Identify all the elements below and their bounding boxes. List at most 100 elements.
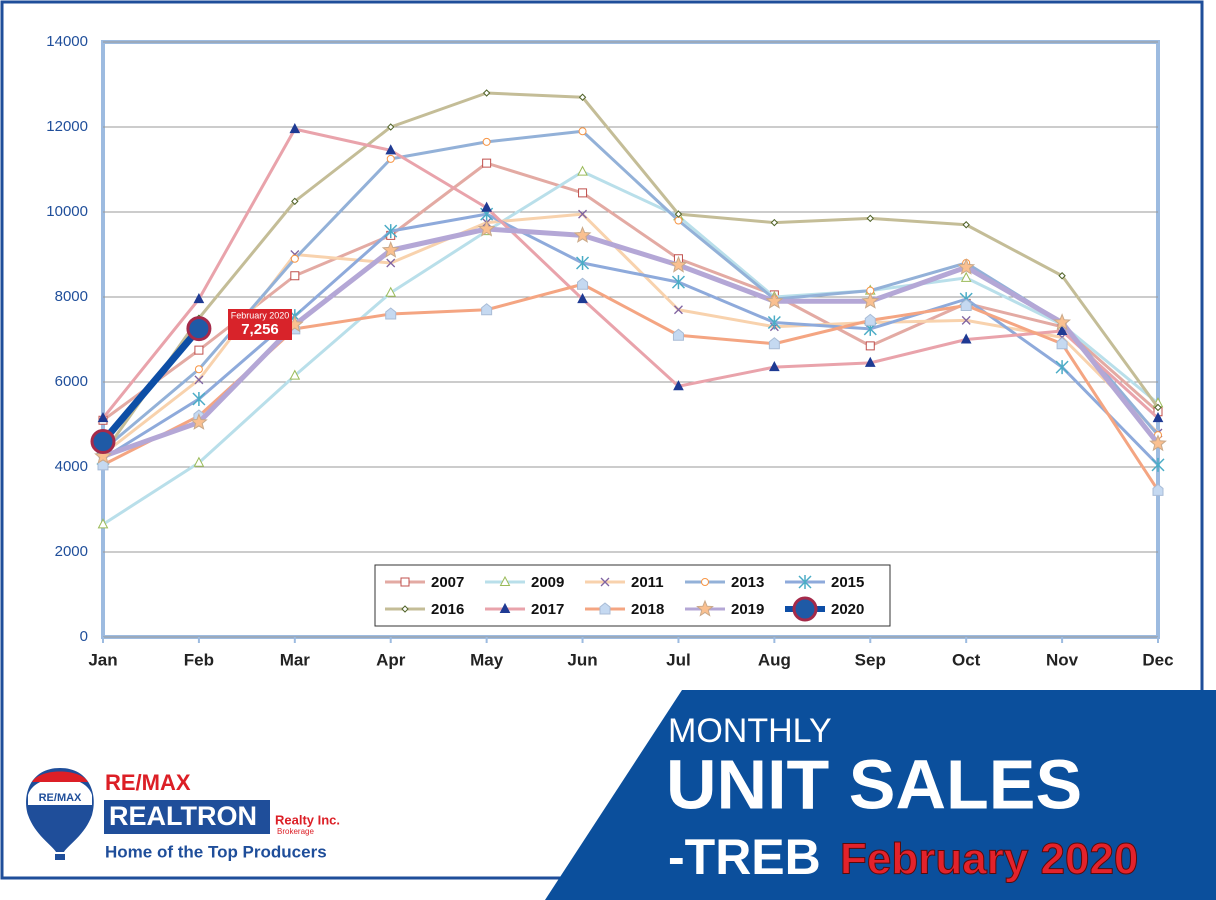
marker [576, 256, 590, 270]
marker [381, 240, 400, 258]
legend-label: 2013 [731, 574, 764, 591]
marker [290, 254, 299, 263]
balloon-top [32, 771, 88, 782]
legend-label: 2015 [831, 574, 864, 591]
marker [1151, 457, 1165, 472]
line [102, 170, 1159, 526]
x-tick-label: Oct [952, 650, 981, 669]
marker [864, 313, 876, 326]
marker [577, 277, 589, 290]
y-tick-label: 12000 [46, 118, 88, 135]
marker [765, 291, 784, 309]
marker [400, 577, 410, 587]
balloon-band [28, 777, 92, 805]
marker [1152, 412, 1164, 423]
marker [384, 224, 398, 239]
legend-label: 2019 [731, 601, 764, 618]
grid: 0 2000 4000 6000 8000 10000 12000 14000 Jan Feb Ma… [46, 33, 1173, 670]
marker [1056, 337, 1068, 350]
legend-label: 2007 [431, 574, 464, 591]
banner [545, 690, 1216, 900]
marker [192, 392, 206, 406]
marker [385, 144, 397, 155]
basket [55, 854, 65, 860]
y-tick-label: 4000 [55, 458, 88, 475]
marker [385, 286, 397, 297]
line [101, 91, 1160, 456]
marker [481, 201, 492, 212]
line [101, 127, 1160, 420]
logo-sub: Brokerage [277, 827, 314, 836]
annotation: February 2020 7,256 [228, 309, 292, 340]
y-tick-label: 10000 [46, 203, 88, 220]
x-tick-label: Sep [855, 650, 886, 669]
series-2007 [98, 158, 1163, 425]
marker [499, 575, 511, 586]
banner-date: February 2020 [840, 835, 1138, 884]
series-2020 [90, 316, 212, 454]
marker [578, 93, 587, 101]
legend-label: 2018 [631, 601, 664, 618]
marker [673, 380, 684, 391]
banner-line: -TREB [668, 829, 821, 885]
data-label: 7,256 [241, 321, 279, 338]
tagline: Home of the Top Producers [105, 842, 327, 861]
legend-label: 2016 [431, 601, 464, 618]
marker [960, 271, 972, 282]
marker [291, 197, 299, 206]
marker [578, 188, 588, 198]
y-tick-label: 6000 [55, 373, 88, 390]
logo-name: REALTRON [109, 801, 257, 831]
series-2017 [97, 123, 1164, 423]
series-2019 [94, 219, 1167, 464]
marker [387, 123, 395, 131]
y-tick-label: 8000 [55, 288, 88, 305]
marker [672, 328, 684, 341]
marker [482, 158, 492, 168]
marker [600, 577, 610, 587]
marker [798, 575, 812, 589]
marker [186, 316, 212, 342]
marker [674, 210, 683, 218]
marker [289, 369, 301, 380]
marker [190, 413, 208, 430]
y-tick-label: 0 [80, 628, 88, 645]
banner-line: MONTHLY [668, 712, 832, 750]
marker [499, 602, 511, 613]
marker [792, 596, 818, 622]
marker [97, 412, 109, 423]
marker [385, 307, 397, 320]
legend: 2007 2009 2011 2013 2015 2016 2017 2018 2019 2020 [374, 564, 891, 627]
annotation-title: February 2020 [231, 310, 290, 320]
x-tick-label: Jan [88, 650, 117, 669]
x-tick-label: May [470, 650, 504, 669]
x-tick-label: Jun [567, 650, 597, 669]
marker [1058, 272, 1066, 280]
annotation-box [228, 309, 292, 340]
marker [194, 375, 204, 385]
legend-label: 2009 [531, 574, 564, 591]
marker [674, 216, 683, 225]
marker [194, 365, 203, 374]
marker [386, 154, 395, 163]
legend-label: 2020 [831, 601, 864, 618]
marker [961, 315, 971, 325]
line [100, 326, 202, 444]
marker [90, 429, 116, 454]
legend-label: 2011 [631, 574, 664, 591]
marker [866, 214, 874, 223]
marker [1056, 324, 1068, 335]
marker [1149, 434, 1167, 452]
x-tick-label: Apr [376, 650, 406, 669]
marker [864, 356, 876, 367]
name-box [104, 800, 270, 834]
marker [481, 303, 493, 316]
marker [1152, 483, 1164, 496]
marker [962, 221, 970, 229]
series [90, 89, 1167, 529]
x-tick-label: Jul [666, 650, 691, 669]
marker [290, 271, 300, 281]
banner-title: UNIT SALES [666, 745, 1082, 823]
marker [401, 605, 409, 613]
